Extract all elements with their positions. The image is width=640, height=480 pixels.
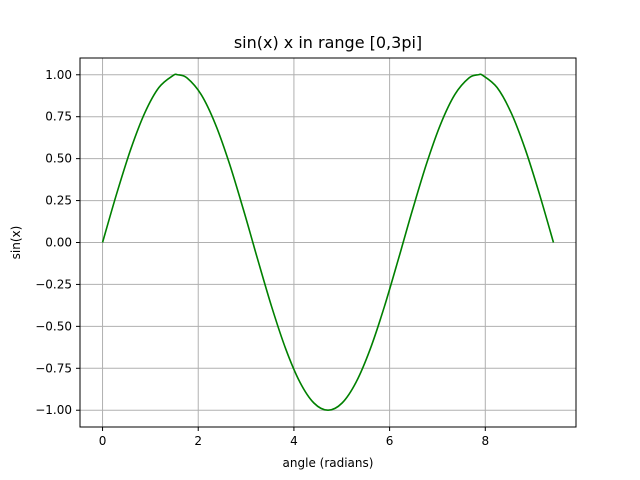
y-tick-label: 0.25: [45, 194, 72, 208]
chart-title: sin(x) x in range [0,3pi]: [234, 33, 422, 52]
y-tick-label: −0.75: [35, 361, 72, 375]
sin-series-line: [101, 73, 555, 412]
y-tick-label: 0.75: [45, 110, 72, 124]
x-tick-label: 6: [386, 434, 394, 448]
x-axis-label: angle (radians): [283, 456, 374, 470]
y-axis-label: sin(x): [9, 226, 23, 260]
ticks: 0 2 4 6 8 −1.00 −0.75 −0.50 −0.25 0.00 0.25 0.50 0.7…: [35, 68, 489, 448]
x-tick-label: 8: [481, 434, 489, 448]
x-tick-label: 4: [290, 434, 298, 448]
gridlines: [80, 58, 576, 427]
x-tick-label: 2: [194, 434, 202, 448]
x-tick-label: 0: [99, 434, 107, 448]
y-tick-label: 1.00: [45, 68, 72, 82]
y-tick-label: −0.50: [35, 319, 72, 333]
y-tick-label: −1.00: [35, 403, 72, 417]
y-tick-label: 0.50: [45, 152, 72, 166]
y-tick-label: −0.25: [35, 277, 72, 291]
y-tick-label: 0.00: [45, 236, 72, 250]
plot-line-group: [101, 73, 555, 412]
